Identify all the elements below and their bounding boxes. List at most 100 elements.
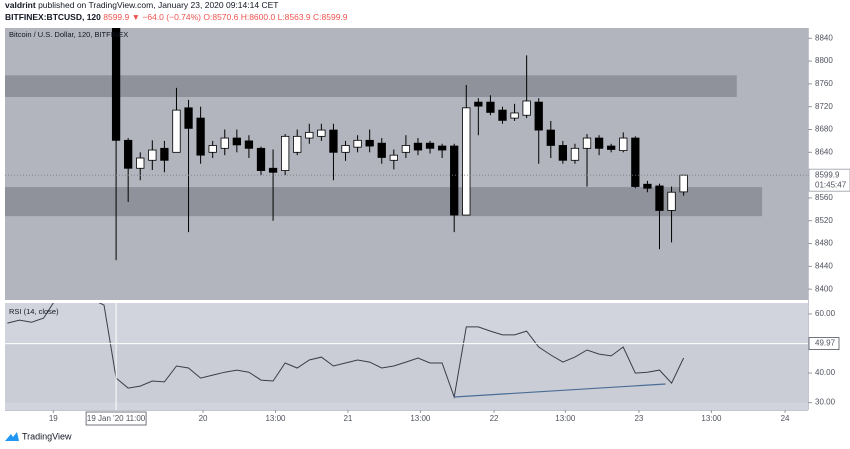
candle-body xyxy=(268,167,278,173)
candle-body xyxy=(196,117,205,156)
candle-body xyxy=(317,129,326,137)
last-price-label: 8599.9 xyxy=(815,170,840,179)
candle-body xyxy=(281,135,290,171)
divergence-line xyxy=(454,383,666,398)
candle-body xyxy=(148,149,157,161)
symbol: BITFINEX:BTCUSD, 120 xyxy=(5,12,101,22)
last-price-box xyxy=(808,168,850,192)
candle-body xyxy=(413,142,423,151)
axes: 8400844084808520856086008640868087208760… xyxy=(49,33,850,426)
candle-body xyxy=(643,183,652,189)
countdown: 01:45:47 xyxy=(815,180,847,189)
y-tick-label: 60.00 xyxy=(815,309,836,318)
candle-body xyxy=(220,137,229,149)
logo-icon xyxy=(5,432,19,441)
candle-body xyxy=(377,142,386,158)
zone xyxy=(5,187,763,217)
candle-body xyxy=(498,109,507,121)
y-tick-label: 8760 xyxy=(815,79,833,88)
rsi-line xyxy=(7,303,685,399)
candle-body xyxy=(594,137,604,149)
rsi-band xyxy=(5,343,808,403)
y-tick-label: 8520 xyxy=(815,216,833,225)
y-tick-label: 40.00 xyxy=(815,368,836,377)
author: valdrint xyxy=(5,0,36,10)
rsi-plot xyxy=(5,303,808,403)
ohlc: O:8570.6 H:8600.0 L:8563.9 C:8599.9 xyxy=(203,12,347,22)
published: published on TradingView.com, January 23… xyxy=(38,0,278,10)
x-tick-label: 13:00 xyxy=(265,414,286,423)
x-tick-label: 23 xyxy=(634,414,643,423)
x-tick-label: 13:00 xyxy=(555,414,576,423)
y-tick-label: 8720 xyxy=(815,102,833,111)
candle-body xyxy=(679,174,688,193)
candle-body xyxy=(401,145,411,153)
candle-body xyxy=(425,142,435,149)
brand: TradingView xyxy=(22,431,72,441)
candle-body xyxy=(534,101,543,131)
candle-body xyxy=(329,129,338,153)
y-tick-label: 30.00 xyxy=(815,398,836,407)
rsi-value-label: 49.97 xyxy=(815,339,836,348)
candle-body xyxy=(607,145,616,150)
candle-body xyxy=(244,140,254,149)
candle-body xyxy=(474,101,483,107)
candle-body xyxy=(389,154,398,161)
candle-body xyxy=(111,28,121,141)
price-legend: Bitcoin / U.S. Dollar, 120, BITFINEX xyxy=(9,30,128,39)
y-tick-label: 8440 xyxy=(815,261,833,270)
rsi-value-box xyxy=(808,337,840,350)
candle-body xyxy=(184,107,193,129)
candle-body xyxy=(124,139,133,169)
x-tick-label: 19 xyxy=(49,414,58,423)
x-tick-label: 21 xyxy=(343,414,352,423)
candle-body xyxy=(486,101,495,113)
y-tick-label: 8680 xyxy=(815,125,833,134)
last: 8599.9 xyxy=(103,12,129,22)
candle-body xyxy=(305,131,314,139)
rsi-legend: RSI (14, close) xyxy=(9,307,59,316)
candle-body xyxy=(341,145,350,153)
candle-body xyxy=(365,139,374,147)
candle-body xyxy=(510,112,519,119)
x-tick-label: 13:00 xyxy=(410,414,431,423)
y-tick-label: 8480 xyxy=(815,239,833,248)
footer-logo: TradingView xyxy=(5,431,72,441)
rsi-panel xyxy=(5,303,808,410)
candle-body xyxy=(631,137,640,187)
change: ▼ −64.0 (−0.74%) xyxy=(132,12,202,22)
candle-body xyxy=(136,157,145,169)
y-tick-label: 8640 xyxy=(815,147,833,156)
header-line-1: valdrint published on TradingView.com, J… xyxy=(5,0,278,10)
x-tick-label: 13:00 xyxy=(701,414,722,423)
y-tick-label: 8560 xyxy=(815,193,833,202)
candle-body xyxy=(462,107,471,216)
candle-body xyxy=(450,145,459,216)
x-tick-label: 19 Jan '20 11:00 xyxy=(87,414,146,423)
candle-body xyxy=(522,100,531,116)
y-tick-label: 8400 xyxy=(815,284,833,293)
candle-body xyxy=(667,191,676,211)
candle-body xyxy=(256,147,266,171)
x-tick-label: 24 xyxy=(781,414,790,423)
candle-body xyxy=(172,109,181,153)
candle-body xyxy=(619,137,628,151)
zone xyxy=(5,75,737,97)
candle-body xyxy=(208,145,217,153)
candle-body xyxy=(546,129,555,146)
candle-body xyxy=(437,145,447,151)
price-plot xyxy=(5,28,808,261)
x-tick-label: 22 xyxy=(490,414,499,423)
candle-body xyxy=(353,139,362,148)
candle-body xyxy=(570,147,580,161)
crosshair-time-box xyxy=(85,411,147,426)
candle-body xyxy=(558,145,568,161)
candle-body xyxy=(582,137,592,149)
y-tick-label: 8840 xyxy=(815,33,833,42)
header-line-2: BITFINEX:BTCUSD, 120 8599.9 ▼ −64.0 (−0.… xyxy=(5,12,348,22)
candle-body xyxy=(160,147,169,161)
candle-body xyxy=(655,185,664,211)
candle-body xyxy=(232,137,241,146)
